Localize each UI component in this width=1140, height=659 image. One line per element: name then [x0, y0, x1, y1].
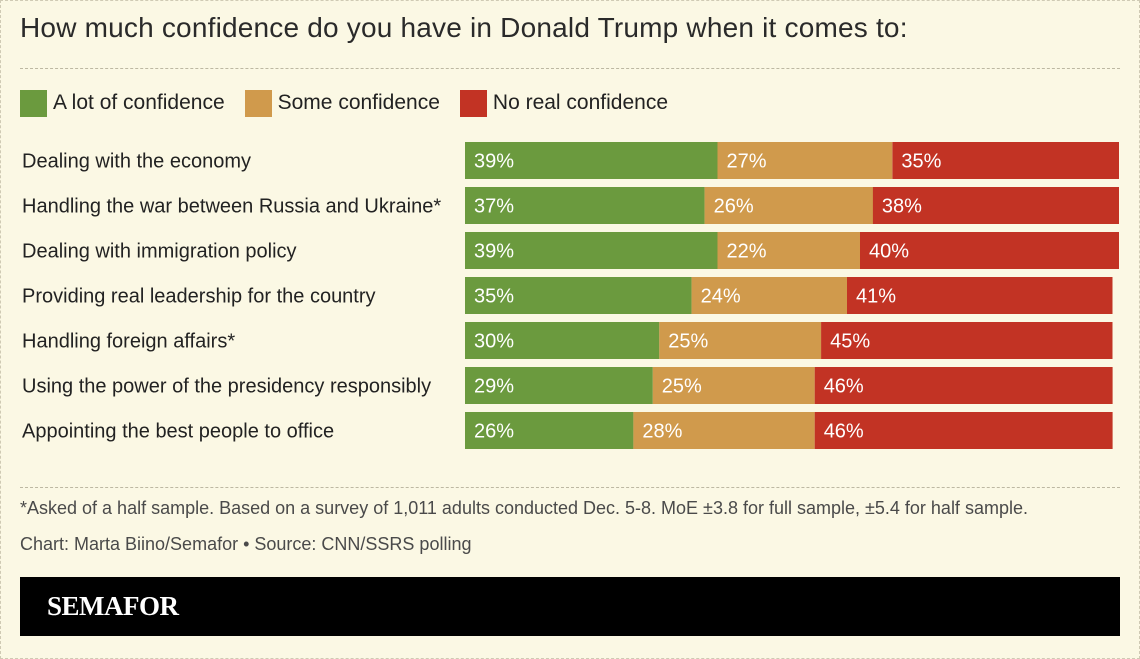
legend: A lot of confidence Some confidence No r… — [20, 88, 688, 118]
data-label-no-real: 35% — [901, 151, 941, 173]
bar-segment-no-real — [821, 322, 1113, 359]
legend-label-a-lot: A lot of confidence — [53, 91, 225, 114]
bar-segment-no-real — [847, 277, 1113, 314]
data-label-a-lot: 39% — [474, 241, 514, 263]
category-label: Dealing with the economy — [22, 151, 251, 173]
divider-top — [20, 68, 1120, 69]
data-label-a-lot: 35% — [474, 286, 514, 308]
category-label: Providing real leadership for the countr… — [22, 286, 376, 308]
bar-segment-a-lot — [465, 142, 718, 179]
bar-segment-a-lot — [465, 232, 718, 269]
brand-logo: SEMAFOR — [47, 591, 179, 621]
divider-bottom — [20, 487, 1120, 488]
legend-swatch-some — [244, 89, 272, 117]
bar-segment-no-real — [814, 367, 1113, 404]
bar-segment-a-lot — [465, 322, 660, 359]
data-label-no-real: 46% — [824, 376, 864, 398]
bar-segment-some — [659, 322, 822, 359]
bar-segment-some — [691, 277, 847, 314]
bar-segment-some — [633, 412, 815, 449]
category-label: Handling foreign affairs* — [22, 331, 235, 353]
bar-segment-a-lot — [465, 187, 705, 224]
legend-swatch-no-real — [459, 89, 487, 117]
bar-segment-a-lot — [465, 412, 634, 449]
legend-item-no-real: No real confidence — [459, 89, 669, 117]
bar-segment-no-real — [892, 142, 1119, 179]
credit-line: Chart: Marta Biino/Semafor • Source: CNN… — [20, 534, 472, 554]
category-label: Using the power of the presidency respon… — [22, 376, 431, 398]
category-label: Handling the war between Russia and Ukra… — [22, 196, 441, 218]
brand-bar: SEMAFOR — [20, 577, 1120, 636]
bar-segment-no-real — [814, 412, 1113, 449]
bar-segment-a-lot — [465, 277, 692, 314]
data-label-no-real: 40% — [869, 241, 909, 263]
bar-segment-no-real — [860, 232, 1119, 269]
data-label-some: 25% — [668, 331, 708, 353]
data-label-some: 28% — [642, 421, 682, 443]
chart-title: How much confidence do you have in Donal… — [20, 12, 908, 43]
data-label-some: 25% — [662, 376, 702, 398]
category-label: Appointing the best people to office — [22, 421, 334, 443]
data-label-no-real: 46% — [824, 421, 864, 443]
data-label-some: 26% — [714, 196, 754, 218]
data-label-a-lot: 37% — [474, 196, 514, 218]
bar-segment-some — [717, 232, 860, 269]
data-label-no-real: 41% — [856, 286, 896, 308]
data-label-a-lot: 30% — [474, 331, 514, 353]
data-label-a-lot: 29% — [474, 376, 514, 398]
data-label-some: 22% — [727, 241, 767, 263]
bar-segment-a-lot — [465, 367, 653, 404]
stacked-bar-chart: Dealing with the economy 39% 27% 35% Handlin… — [22, 142, 1119, 449]
legend-item-a-lot: A lot of confidence — [20, 89, 225, 117]
bar-segment-some — [704, 187, 873, 224]
legend-label-some: Some confidence — [277, 91, 440, 114]
data-label-a-lot: 26% — [474, 421, 514, 443]
footnote: *Asked of a half sample. Based on a surv… — [20, 498, 1028, 518]
data-label-a-lot: 39% — [474, 151, 514, 173]
legend-swatch-a-lot — [20, 89, 47, 117]
data-label-some: 24% — [701, 286, 741, 308]
data-label-no-real: 45% — [830, 331, 870, 353]
legend-item-some: Some confidence — [244, 89, 440, 117]
bar-segment-some — [652, 367, 815, 404]
legend-label-no-real: No real confidence — [492, 91, 669, 114]
data-label-no-real: 38% — [882, 196, 922, 218]
category-label: Dealing with immigration policy — [22, 241, 297, 263]
bar-segment-some — [717, 142, 893, 179]
bar-segment-no-real — [872, 187, 1119, 224]
data-label-some: 27% — [727, 151, 767, 173]
